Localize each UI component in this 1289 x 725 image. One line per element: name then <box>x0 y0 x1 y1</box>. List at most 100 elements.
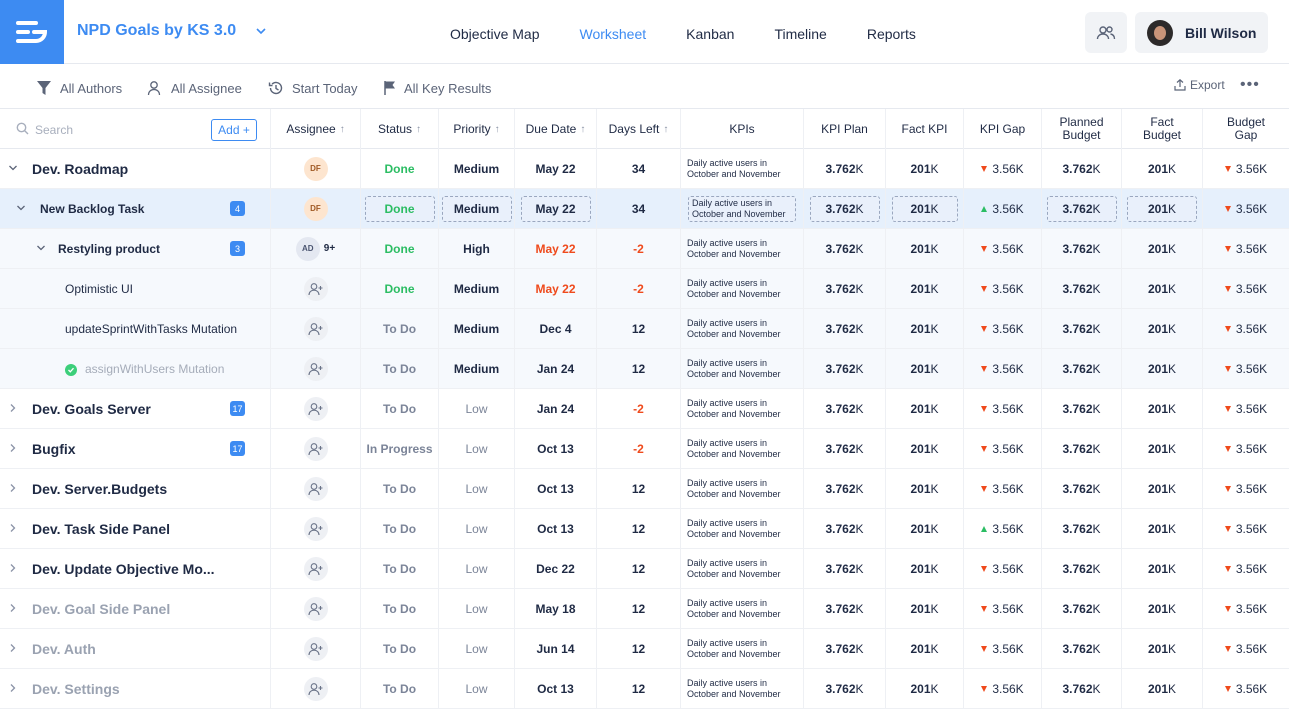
priority-cell[interactable]: Low <box>439 429 515 468</box>
chevron-right-icon[interactable] <box>8 483 18 493</box>
kpi-cell[interactable]: Daily active users in October and Novembe… <box>681 629 804 668</box>
status-cell[interactable]: To Do <box>361 669 439 708</box>
add-user-icon[interactable] <box>303 316 328 341</box>
filter-authors[interactable]: All Authors <box>36 80 122 96</box>
tab-reports[interactable]: Reports <box>866 26 916 42</box>
inline-edit-field[interactable]: Daily active users in October and Novembe… <box>688 195 796 222</box>
filter-assignee[interactable]: All Assignee <box>147 80 242 96</box>
col-budget-gap[interactable]: Budget Gap <box>1203 109 1289 149</box>
fact-budget-cell[interactable]: 201K <box>1122 389 1203 428</box>
table-row[interactable]: New Backlog Task 4 DF Done Medium May 22 34 Dai… <box>0 189 1289 229</box>
fact-budget-cell[interactable]: 201K <box>1122 309 1203 348</box>
due-date-cell[interactable]: Jan 24 <box>515 389 597 428</box>
assignee-cell[interactable]: AD 9+ <box>271 229 361 268</box>
chevron-right-icon[interactable] <box>8 683 18 693</box>
fact-kpi-cell[interactable]: 201K <box>886 349 964 388</box>
fact-budget-cell[interactable]: 201K <box>1122 549 1203 588</box>
kpi-plan-cell[interactable]: 3.762K <box>804 429 886 468</box>
kpi-cell[interactable]: Daily active users in October and Novembe… <box>681 229 804 268</box>
user-menu[interactable]: Bill Wilson <box>1135 12 1268 53</box>
col-fact-kpi[interactable]: Fact KPI <box>886 109 964 149</box>
fact-budget-cell[interactable]: 201K <box>1122 469 1203 508</box>
kpi-cell[interactable]: Daily active users in October and Novembe… <box>681 349 804 388</box>
col-planned-budget[interactable]: Planned Budget <box>1042 109 1122 149</box>
priority-cell[interactable]: Low <box>439 509 515 548</box>
planned-budget-cell[interactable]: 3.762K <box>1042 549 1122 588</box>
task-name-cell[interactable]: New Backlog Task 4 <box>0 189 271 228</box>
kpi-plan-cell[interactable]: 3.762K <box>804 589 886 628</box>
inline-edit-field[interactable]: Done <box>364 195 435 222</box>
chevron-down-icon[interactable] <box>8 163 18 173</box>
due-date-cell[interactable]: Dec 4 <box>515 309 597 348</box>
assignee-cell[interactable] <box>271 589 361 628</box>
task-name-cell[interactable]: Dev. Server.Budgets <box>0 469 271 508</box>
planned-budget-cell[interactable]: 3.762K <box>1042 189 1122 228</box>
inline-edit-field[interactable]: 3.762K <box>809 195 880 222</box>
due-date-cell[interactable]: Oct 13 <box>515 669 597 708</box>
col-due-date[interactable]: Due Date ↑ <box>515 109 597 149</box>
kpi-cell[interactable]: Daily active users in October and Novembe… <box>681 549 804 588</box>
status-cell[interactable]: To Do <box>361 509 439 548</box>
status-cell[interactable]: To Do <box>361 629 439 668</box>
kpi-cell[interactable]: Daily active users in October and Novembe… <box>681 189 804 228</box>
table-row[interactable]: Dev. Auth To Do Low Jun 14 12 Daily active us… <box>0 629 1289 669</box>
task-name-cell[interactable]: Optimistic UI <box>0 269 271 308</box>
task-name-cell[interactable]: Dev. Task Side Panel <box>0 509 271 548</box>
kpi-plan-cell[interactable]: 3.762K <box>804 229 886 268</box>
planned-budget-cell[interactable]: 3.762K <box>1042 429 1122 468</box>
kpi-plan-cell[interactable]: 3.762K <box>804 149 886 188</box>
col-fact-budget[interactable]: Fact Budget <box>1122 109 1203 149</box>
task-name-cell[interactable]: Restyling product 3 <box>0 229 271 268</box>
planned-budget-cell[interactable]: 3.762K <box>1042 149 1122 188</box>
table-row[interactable]: Restyling product 3 AD 9+ Done High May 22 -2 Da… <box>0 229 1289 269</box>
task-name-cell[interactable]: Dev. Roadmap <box>0 149 271 188</box>
fact-kpi-cell[interactable]: 201K <box>886 669 964 708</box>
priority-cell[interactable]: Low <box>439 469 515 508</box>
assignee-cell[interactable] <box>271 469 361 508</box>
assignee-cell[interactable]: DF <box>271 189 361 228</box>
planned-budget-cell[interactable]: 3.762K <box>1042 629 1122 668</box>
add-user-icon[interactable] <box>303 436 328 461</box>
add-button[interactable]: Add + <box>211 119 257 141</box>
kpi-cell[interactable]: Daily active users in October and Novembe… <box>681 469 804 508</box>
kpi-plan-cell[interactable]: 3.762K <box>804 309 886 348</box>
due-date-cell[interactable]: Jun 14 <box>515 629 597 668</box>
inline-edit-field[interactable]: Medium <box>441 195 512 222</box>
planned-budget-cell[interactable]: 3.762K <box>1042 509 1122 548</box>
planned-budget-cell[interactable]: 3.762K <box>1042 309 1122 348</box>
fact-budget-cell[interactable]: 201K <box>1122 589 1203 628</box>
task-name-cell[interactable]: Dev. Auth <box>0 629 271 668</box>
task-name-cell[interactable]: Dev. Goal Side Panel <box>0 589 271 628</box>
planned-budget-cell[interactable]: 3.762K <box>1042 269 1122 308</box>
app-logo-icon[interactable] <box>0 0 64 64</box>
col-status[interactable]: Status ↑ <box>361 109 439 149</box>
kpi-cell[interactable]: Daily active users in October and Novembe… <box>681 149 804 188</box>
table-row[interactable]: Dev. Task Side Panel To Do Low Oct 13 12 Dail… <box>0 509 1289 549</box>
add-user-icon[interactable] <box>303 596 328 621</box>
priority-cell[interactable]: Medium <box>439 349 515 388</box>
tab-kanban[interactable]: Kanban <box>686 26 735 42</box>
priority-cell[interactable]: Low <box>439 669 515 708</box>
assignee-cell[interactable] <box>271 309 361 348</box>
table-row[interactable]: Bugfix 17 In Progress Low Oct 13 -2 Daily acti… <box>0 429 1289 469</box>
planned-budget-cell[interactable]: 3.762K <box>1042 469 1122 508</box>
assignee-cell[interactable] <box>271 349 361 388</box>
chevron-down-icon[interactable] <box>16 203 26 213</box>
table-row[interactable]: Dev. Roadmap DF Done Medium May 22 34 Daily ac… <box>0 149 1289 189</box>
filter-start[interactable]: Start Today <box>268 80 358 96</box>
due-date-cell[interactable]: Oct 13 <box>515 509 597 548</box>
status-cell[interactable]: Done <box>361 269 439 308</box>
add-user-icon[interactable] <box>303 676 328 701</box>
chevron-right-icon[interactable] <box>8 523 18 533</box>
add-user-icon[interactable] <box>303 276 328 301</box>
kpi-plan-cell[interactable]: 3.762K <box>804 629 886 668</box>
table-row[interactable]: Optimistic UI Done Medium May 22 -2 Daily act… <box>0 269 1289 309</box>
due-date-cell[interactable]: May 22 <box>515 269 597 308</box>
fact-kpi-cell[interactable]: 201K <box>886 309 964 348</box>
col-kpi-plan[interactable]: KPI Plan <box>804 109 886 149</box>
kpi-cell[interactable]: Daily active users in October and Novembe… <box>681 509 804 548</box>
fact-kpi-cell[interactable]: 201K <box>886 389 964 428</box>
priority-cell[interactable]: Low <box>439 389 515 428</box>
fact-kpi-cell[interactable]: 201K <box>886 629 964 668</box>
fact-budget-cell[interactable]: 201K <box>1122 269 1203 308</box>
